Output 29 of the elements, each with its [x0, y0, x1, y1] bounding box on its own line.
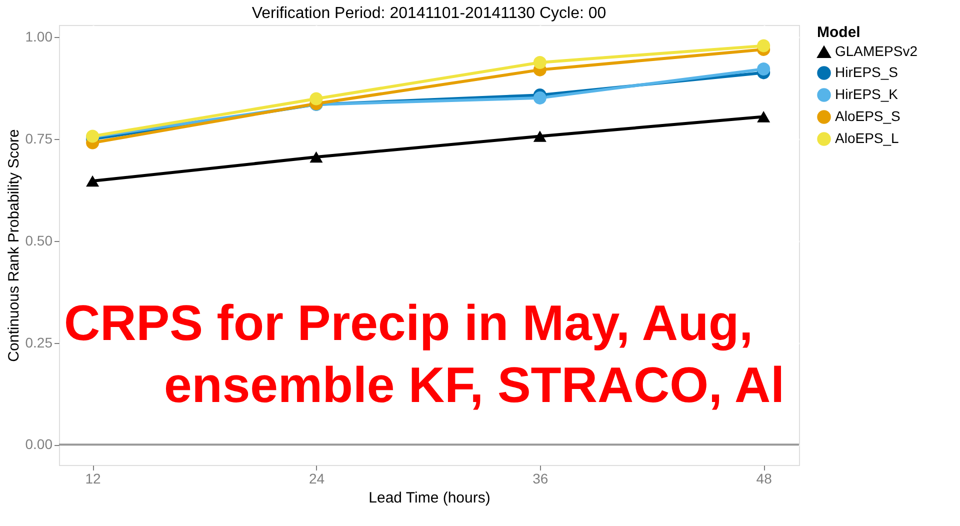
x-tick-label: 24 — [308, 470, 325, 486]
point — [533, 91, 546, 104]
point — [757, 62, 770, 76]
chart-title: Verification Period: 20141101-20141130 Cycle: 00 — [252, 5, 606, 22]
point — [757, 111, 770, 122]
point — [757, 39, 770, 52]
legend-label: HirEPS_K — [835, 86, 899, 102]
point — [533, 130, 546, 142]
y-tick-label: 0.50 — [25, 232, 53, 248]
annotation: ensemble KF, STRACO, Al — [164, 357, 784, 413]
y-tick-label: 0.25 — [25, 334, 53, 350]
point — [533, 56, 546, 69]
x-tick-label: 36 — [532, 470, 548, 486]
annotation: CRPS for Precip in May, Aug, — [64, 295, 753, 351]
legend-label: GLAMEPSv2 — [835, 43, 918, 59]
x-tick-label: 12 — [85, 470, 102, 486]
legend-title: Model — [817, 24, 860, 41]
y-axis-title: Continuous Rank Probability Score — [5, 129, 22, 362]
legend-label: HirEPS_S — [835, 64, 898, 80]
x-tick-label: 48 — [756, 470, 772, 486]
point — [310, 92, 323, 106]
point — [310, 151, 323, 163]
y-tick-label: 1.00 — [25, 28, 53, 45]
y-tick-label: 0.75 — [25, 130, 53, 147]
legend-label: AloEPS_L — [835, 130, 900, 146]
x-axis-title: Lead Time (hours) — [368, 490, 490, 506]
point — [86, 175, 100, 187]
legend-label: AloEPS_S — [835, 108, 900, 124]
y-tick-label: 0.00 — [25, 436, 53, 452]
